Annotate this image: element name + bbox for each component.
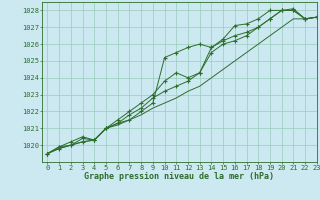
- X-axis label: Graphe pression niveau de la mer (hPa): Graphe pression niveau de la mer (hPa): [84, 172, 274, 181]
